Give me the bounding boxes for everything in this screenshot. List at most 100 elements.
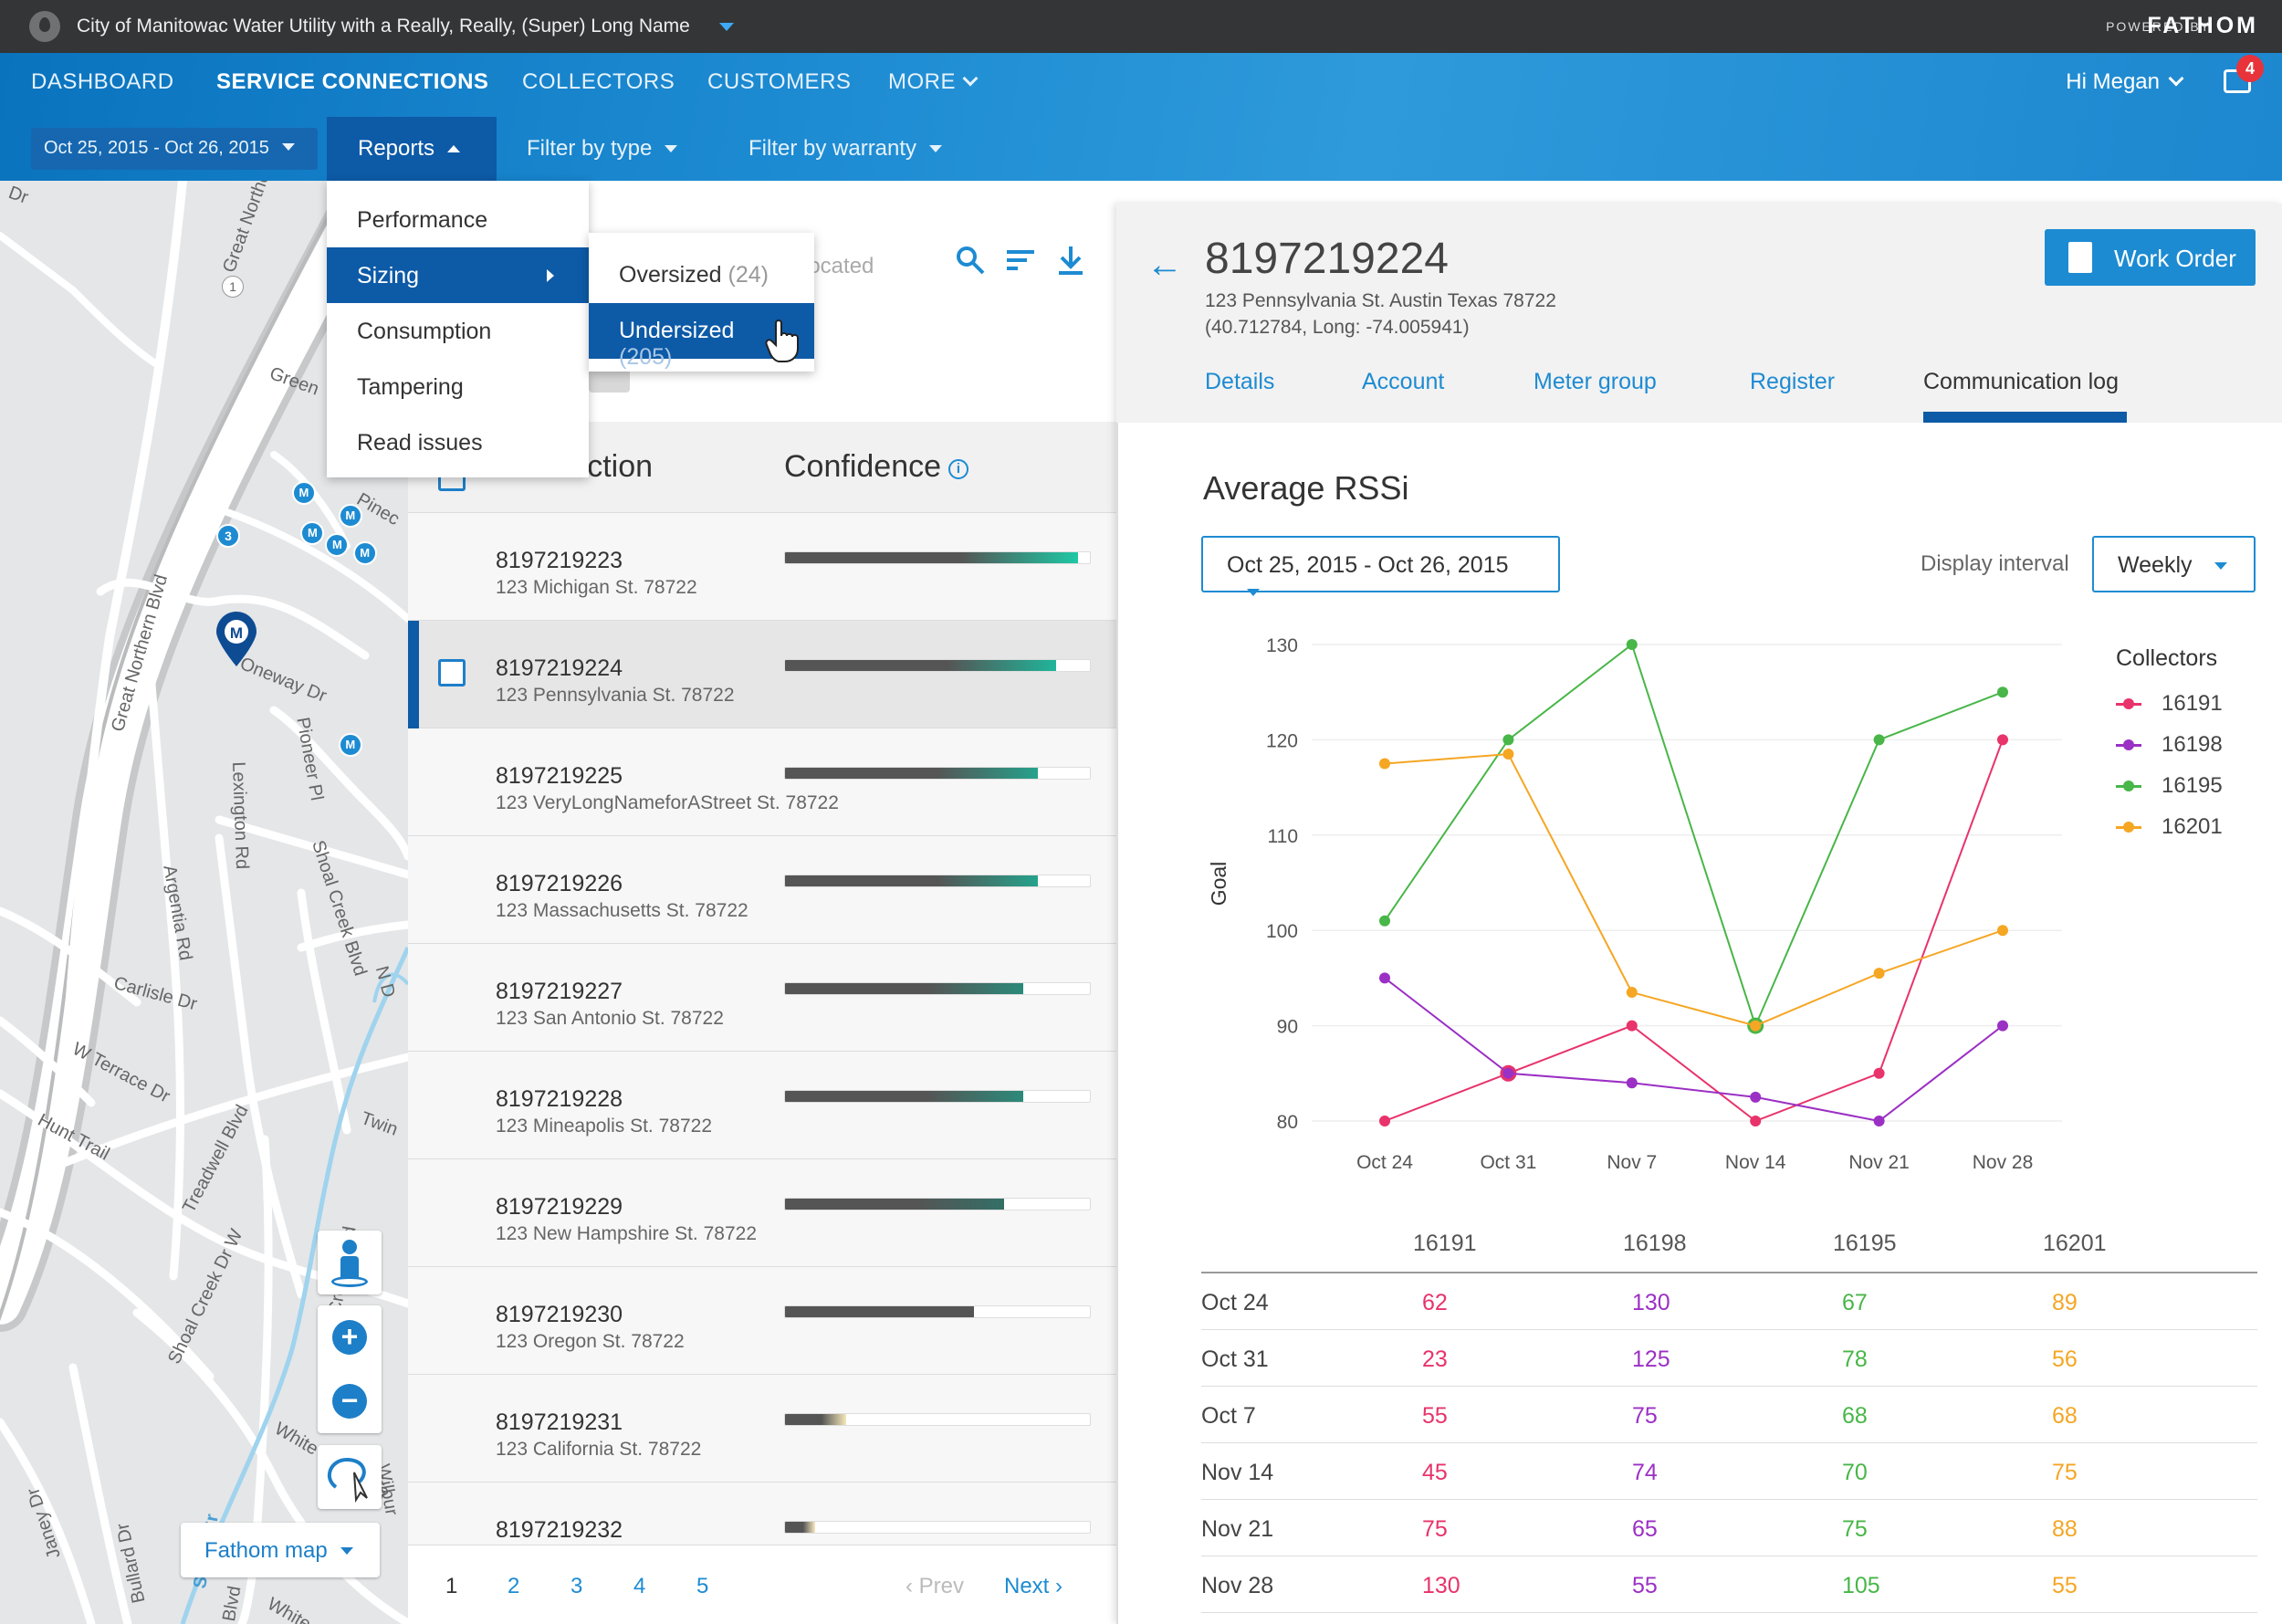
meter-marker-icon[interactable]: M [325,532,350,557]
meter-marker-icon[interactable]: M [300,521,325,546]
zoom-out-icon[interactable]: − [332,1384,367,1419]
menu-item-read-issues[interactable]: Read issues [357,430,483,456]
data-point[interactable] [1502,749,1514,760]
chevron-down-icon [962,70,979,87]
data-point[interactable] [1502,734,1514,746]
prev-page-button[interactable]: ‹ Prev [905,1574,964,1599]
data-point[interactable] [1750,1091,1762,1103]
menu-item-sizing-label: Sizing [357,263,420,288]
data-point[interactable] [1873,734,1885,746]
page-4[interactable]: 4 [633,1574,646,1598]
meter-marker-icon[interactable]: M [338,504,362,529]
table-row: Oct 31 23 125 78 56 [1201,1330,2257,1387]
meter-marker-icon[interactable]: M [352,541,377,566]
top-bar: City of Manitowac Water Utility with a R… [0,0,2282,53]
data-point[interactable] [1997,686,2008,698]
page-3[interactable]: 3 [570,1574,583,1598]
data-point[interactable] [1873,968,1885,980]
confidence-bar [784,1090,1091,1103]
user-menu[interactable]: Hi Megan [2066,69,2184,95]
work-order-button[interactable]: Work Order [2045,229,2256,286]
page-1[interactable]: 1 [445,1574,458,1598]
map-type-select[interactable]: Fathom map [181,1523,380,1577]
search-icon[interactable] [955,245,986,276]
tab-meter-group[interactable]: Meter group [1534,369,1657,394]
page-2[interactable]: 2 [508,1574,520,1598]
data-point[interactable] [1379,1116,1390,1126]
nav-collectors[interactable]: COLLECTORS [522,69,675,94]
back-arrow-icon[interactable]: ← [1146,245,1183,285]
menu-item-tampering[interactable]: Tampering [357,374,464,400]
tab-register[interactable]: Register [1750,369,1836,394]
list-item[interactable]: 8197219224 123 Pennsylvania St. 78722 [408,621,1116,728]
chart-date-range-select[interactable]: Oct 25, 2015 - Oct 26, 2015 [1201,536,1560,596]
tab-details[interactable]: Details [1205,369,1275,394]
filter-by-type[interactable]: Filter by type [527,136,678,162]
legend-item[interactable]: 16191 [2116,691,2223,717]
list-item[interactable]: 8197219225 123 VeryLongNameforAStreet St.… [408,728,1116,836]
data-point[interactable] [1997,925,2008,937]
data-point[interactable] [1750,1116,1762,1126]
data-point[interactable] [1626,1020,1638,1032]
data-point[interactable] [1873,1067,1885,1079]
page-5[interactable]: 5 [696,1574,709,1598]
caret-down-icon [1247,589,1260,596]
data-point[interactable] [1626,1077,1638,1089]
interval-select[interactable]: Weekly [2092,536,2256,592]
data-point[interactable] [1626,987,1638,999]
selected-meter-pin-icon[interactable]: M [214,612,259,668]
list-item[interactable]: 8197219223 123 Michigan St. 78722 [408,513,1116,621]
nav-customers[interactable]: CUSTOMERS [707,69,852,94]
list-item[interactable]: 8197219229 123 New Hampshire St. 78722 [408,1159,1116,1267]
zoom-in-icon[interactable]: + [332,1320,367,1355]
menu-item-sizing[interactable]: Sizing [327,247,589,303]
nav-dashboard[interactable]: DASHBOARD [31,69,174,94]
meter-marker-icon[interactable]: M [291,480,316,505]
meter-marker-icon[interactable]: M [338,733,362,758]
nav-more[interactable]: MORE [888,69,979,95]
data-point[interactable] [1626,639,1638,650]
list-item[interactable]: 8197219230 123 Oregon St. 78722 [408,1267,1116,1375]
list-item[interactable]: 8197219231 123 California St. 78722 [408,1375,1116,1483]
utility-name[interactable]: City of Manitowac Water Utility with a R… [77,16,690,37]
data-point[interactable] [1379,758,1390,770]
data-point[interactable] [1750,1020,1762,1032]
info-icon[interactable]: i [948,459,969,479]
nav-service-connections[interactable]: SERVICE CONNECTIONS [216,69,489,94]
filter-by-warranty[interactable]: Filter by warranty [748,136,943,162]
download-icon[interactable] [1055,245,1086,276]
confidence-bar [784,875,1091,887]
tab-account[interactable]: Account [1362,369,1445,394]
reports-menu-button[interactable]: Reports [327,117,497,181]
date-range-select[interactable]: Oct 25, 2015 - Oct 26, 2015 [31,128,318,170]
row-checkbox[interactable] [438,659,466,686]
street-view-button[interactable] [318,1231,382,1294]
data-point[interactable] [1997,1020,2008,1032]
list-item[interactable]: 8197219228 123 Mineapolis St. 78722 [408,1052,1116,1159]
data-point[interactable] [1997,734,2008,746]
data-point[interactable] [1502,1067,1514,1079]
lasso-select-button[interactable] [318,1445,382,1509]
next-page-button[interactable]: Next › [1004,1574,1062,1599]
tab-communication-log[interactable]: Communication log [1923,369,2119,394]
legend-item[interactable]: 16195 [2116,773,2223,799]
map-view[interactable]: Great Northern Blvd Green Pinec Oneway D… [0,181,408,1624]
sort-icon[interactable] [1005,245,1036,276]
submenu-item-oversized[interactable]: Oversized (24) [589,247,814,303]
menu-item-performance[interactable]: Performance [357,207,488,233]
col-confidence[interactable]: Confidence i [784,449,969,485]
data-point[interactable] [1379,972,1390,984]
menu-item-consumption[interactable]: Consumption [357,319,492,344]
confidence-bar-fill [785,552,1078,563]
data-point[interactable] [1873,1116,1885,1126]
confidence-bar-fill [785,1199,1005,1210]
list-item[interactable]: 8197219227 123 San Antonio St. 78722 [408,944,1116,1052]
connection-address: 123 New Hampshire St. 78722 [496,1223,757,1244]
cluster-marker[interactable]: 3 [216,524,240,548]
list-item[interactable]: 8197219226 123 Massachusetts St. 78722 [408,836,1116,944]
legend-item[interactable]: 16198 [2116,732,2223,758]
data-point[interactable] [1379,915,1390,927]
table-row: Oct 7 55 75 68 68 [1201,1387,2257,1443]
legend-item[interactable]: 16201 [2116,814,2223,840]
utility-dropdown-icon[interactable] [719,23,734,31]
